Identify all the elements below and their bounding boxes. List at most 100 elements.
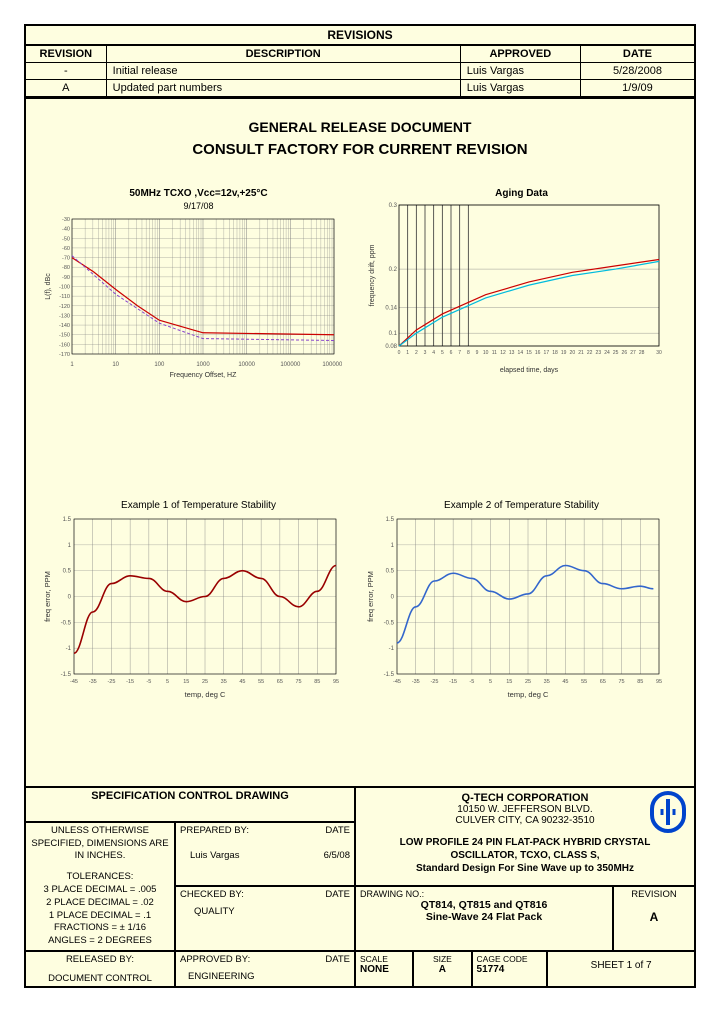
svg-text:24: 24 — [604, 350, 610, 356]
page-frame: REVISIONS REVISION DESCRIPTION APPROVED … — [24, 24, 696, 988]
svg-text:-5: -5 — [469, 679, 474, 685]
svg-text:45: 45 — [562, 679, 568, 685]
svg-text:-170: -170 — [59, 352, 70, 358]
chart-phase-noise: 50MHz TCXO ,Vcc=12v,+25°C 9/17/08 110100… — [42, 188, 355, 460]
svg-text:0.14: 0.14 — [385, 306, 397, 312]
svg-text:65: 65 — [600, 679, 606, 685]
chart-aging: Aging Data 0.080.10.140.20.3012345678910… — [365, 188, 678, 460]
svg-text:0.1: 0.1 — [389, 331, 398, 337]
svg-text:75: 75 — [296, 679, 302, 685]
document-body: GENERAL RELEASE DOCUMENT CONSULT FACTORY… — [26, 97, 694, 786]
company-logo-icon — [650, 791, 686, 833]
svg-text:10: 10 — [483, 350, 489, 356]
svg-text:-140: -140 — [59, 323, 70, 329]
svg-text:-1.5: -1.5 — [61, 672, 72, 678]
svg-text:5: 5 — [489, 679, 492, 685]
svg-text:-45: -45 — [393, 679, 401, 685]
rev-col-revision: REVISION — [26, 46, 106, 63]
svg-text:-25: -25 — [107, 679, 115, 685]
svg-text:5: 5 — [166, 679, 169, 685]
svg-text:8: 8 — [467, 350, 470, 356]
svg-text:-110: -110 — [59, 294, 70, 300]
svg-text:25: 25 — [613, 350, 619, 356]
svg-text:17: 17 — [544, 350, 550, 356]
svg-text:15: 15 — [506, 679, 512, 685]
released-block: RELEASED BY: DOCUMENT CONTROL — [26, 952, 176, 986]
svg-text:3: 3 — [424, 350, 427, 356]
svg-text:7: 7 — [458, 350, 461, 356]
chart-grid: 50MHz TCXO ,Vcc=12v,+25°C 9/17/08 110100… — [42, 188, 678, 780]
svg-text:21: 21 — [578, 350, 584, 356]
chart-temp-stability-2: Example 2 of Temperature Stability -45-3… — [365, 500, 678, 780]
svg-text:-15: -15 — [449, 679, 457, 685]
svg-text:0.5: 0.5 — [63, 569, 72, 575]
svg-text:-30: -30 — [62, 217, 70, 223]
revisions-header-row: REVISION DESCRIPTION APPROVED DATE — [26, 46, 694, 63]
svg-text:85: 85 — [314, 679, 320, 685]
svg-text:20: 20 — [570, 350, 576, 356]
svg-text:25: 25 — [202, 679, 208, 685]
svg-text:65: 65 — [277, 679, 283, 685]
table-row: A Updated part numbers Luis Vargas 1/9/0… — [26, 80, 694, 97]
drawing-block: DRAWING NO.: QT814, QT815 and QT816 Sine… — [356, 887, 694, 952]
svg-text:10: 10 — [112, 362, 119, 368]
svg-text:frequency drift, ppm: frequency drift, ppm — [369, 244, 376, 306]
company-block: Q-TECH CORPORATION 10150 W. JEFFERSON BL… — [356, 788, 694, 887]
svg-text:1: 1 — [70, 362, 74, 368]
scale-block: SCALENONE SIZEA CAGE CODE51774 SHEET 1 o… — [356, 952, 694, 986]
svg-text:1: 1 — [406, 350, 409, 356]
svg-text:temp, deg C: temp, deg C — [508, 690, 549, 699]
svg-text:6: 6 — [450, 350, 453, 356]
svg-text:4: 4 — [432, 350, 435, 356]
svg-text:0: 0 — [68, 595, 72, 601]
svg-text:-60: -60 — [62, 246, 70, 252]
svg-text:2: 2 — [415, 350, 418, 356]
svg-text:19: 19 — [561, 350, 567, 356]
rev-col-date: DATE — [580, 46, 694, 63]
svg-text:13: 13 — [509, 350, 515, 356]
svg-text:-90: -90 — [62, 275, 70, 281]
table-row: - Initial release Luis Vargas 5/28/2008 — [26, 63, 694, 80]
svg-text:100000: 100000 — [280, 362, 301, 368]
svg-text:0.08: 0.08 — [385, 344, 397, 350]
svg-text:-5: -5 — [146, 679, 151, 685]
svg-text:-50: -50 — [62, 236, 70, 242]
svg-text:11: 11 — [492, 350, 497, 356]
revisions-header: REVISIONS — [26, 26, 694, 46]
svg-text:-45: -45 — [70, 679, 78, 685]
svg-text:-160: -160 — [59, 342, 70, 348]
svg-text:23: 23 — [596, 350, 602, 356]
svg-text:-150: -150 — [59, 333, 70, 339]
svg-text:5: 5 — [441, 350, 444, 356]
svg-text:100: 100 — [154, 362, 165, 368]
tolerances-block: UNLESS OTHERWISE SPECIFIED, DIMENSIONS A… — [26, 823, 176, 952]
svg-text:1: 1 — [68, 543, 72, 549]
svg-text:Frequency Offset, HZ: Frequency Offset, HZ — [170, 372, 238, 379]
svg-text:1000: 1000 — [196, 362, 210, 368]
svg-text:-100: -100 — [59, 285, 70, 291]
svg-text:14: 14 — [518, 350, 524, 356]
svg-text:-0.5: -0.5 — [384, 620, 395, 626]
rev-col-description: DESCRIPTION — [106, 46, 460, 63]
svg-text:95: 95 — [333, 679, 339, 685]
svg-text:10000: 10000 — [238, 362, 255, 368]
svg-text:0.2: 0.2 — [389, 267, 398, 273]
svg-text:35: 35 — [221, 679, 227, 685]
svg-text:55: 55 — [581, 679, 587, 685]
svg-text:28: 28 — [639, 350, 645, 356]
svg-text:95: 95 — [656, 679, 662, 685]
svg-text:22: 22 — [587, 350, 593, 356]
doc-title-2: CONSULT FACTORY FOR CURRENT REVISION — [42, 141, 678, 158]
svg-text:15: 15 — [183, 679, 189, 685]
svg-text:-1.5: -1.5 — [384, 672, 395, 678]
svg-text:27: 27 — [630, 350, 636, 356]
svg-text:freq error, PPM: freq error, PPM — [366, 571, 375, 622]
svg-text:0.3: 0.3 — [389, 203, 398, 209]
svg-text:55: 55 — [258, 679, 264, 685]
svg-text:0.5: 0.5 — [386, 569, 395, 575]
svg-text:-1: -1 — [66, 646, 72, 652]
svg-text:-0.5: -0.5 — [61, 620, 72, 626]
svg-text:35: 35 — [544, 679, 550, 685]
svg-text:1.5: 1.5 — [63, 517, 72, 523]
svg-text:L(f), dBc: L(f), dBc — [45, 273, 52, 300]
